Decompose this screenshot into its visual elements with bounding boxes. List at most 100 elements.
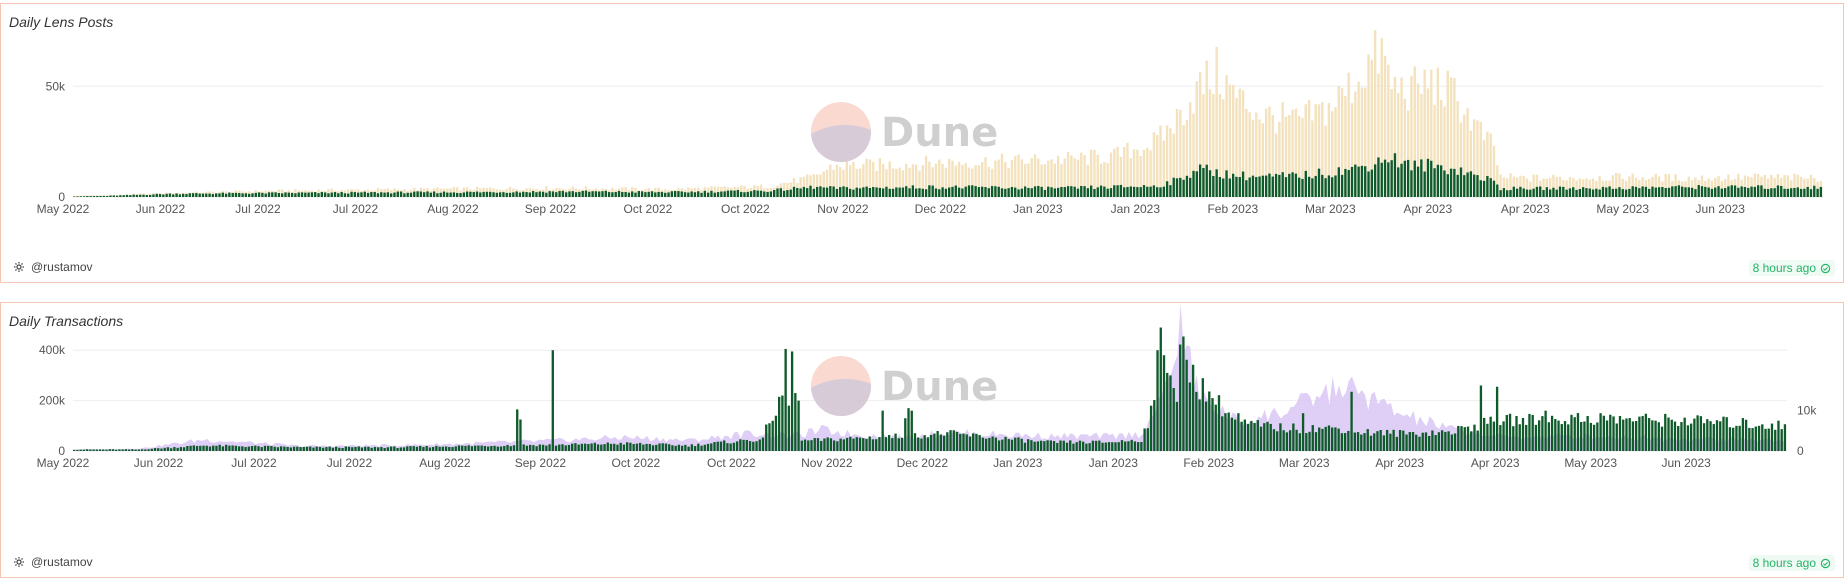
bar	[1324, 426, 1327, 451]
bar	[1314, 175, 1317, 197]
bar	[1717, 186, 1720, 197]
bar	[1284, 116, 1288, 197]
bar	[1159, 125, 1162, 197]
bar	[1098, 440, 1101, 451]
bar	[1459, 167, 1463, 197]
bar	[766, 191, 769, 197]
bar	[786, 182, 789, 197]
bar	[642, 444, 645, 451]
bar	[1601, 186, 1605, 197]
bar	[1486, 423, 1489, 451]
bar	[852, 161, 855, 197]
bar	[1353, 432, 1356, 451]
bar	[218, 444, 221, 451]
bar	[1198, 399, 1201, 451]
bar	[1334, 427, 1337, 451]
bar	[933, 433, 936, 451]
bar	[102, 449, 105, 451]
bar	[650, 191, 654, 197]
bar	[451, 447, 454, 451]
bar	[341, 448, 344, 451]
bar	[654, 192, 657, 197]
bar	[981, 186, 984, 197]
bar	[1298, 115, 1301, 197]
author-link[interactable]: @rustamov	[13, 260, 93, 274]
bar	[800, 440, 803, 451]
bar	[1648, 188, 1651, 197]
bar	[1535, 186, 1539, 197]
bar	[842, 186, 845, 197]
bar	[872, 161, 875, 197]
bar	[815, 186, 819, 197]
bar	[166, 447, 170, 451]
bar	[1331, 427, 1334, 451]
bar	[1192, 170, 1195, 197]
bar	[723, 191, 726, 197]
bar	[1529, 181, 1532, 197]
bar	[1047, 186, 1050, 197]
bar	[1473, 119, 1476, 197]
bar	[1383, 159, 1387, 197]
x-tick-label: Jan 2023	[993, 456, 1043, 470]
bar	[1562, 186, 1565, 197]
bar	[1479, 121, 1482, 197]
bar	[1101, 442, 1104, 451]
bar	[1624, 189, 1628, 197]
bar	[1182, 125, 1185, 197]
bar	[897, 438, 900, 451]
bar	[748, 441, 752, 451]
bar	[1033, 186, 1037, 197]
bar	[144, 449, 147, 451]
bar	[214, 193, 218, 197]
last-updated-badge: 8 hours ago	[1748, 555, 1835, 571]
bar	[924, 155, 928, 197]
bar	[948, 187, 951, 197]
bar	[790, 351, 794, 451]
bar	[891, 438, 894, 451]
bar	[1706, 419, 1709, 451]
bar	[990, 168, 994, 197]
bar	[1499, 174, 1502, 197]
bar	[436, 187, 439, 197]
bar	[1489, 133, 1492, 197]
bar	[1117, 442, 1120, 451]
bar	[396, 448, 399, 451]
bar	[1720, 188, 1724, 197]
bar	[247, 446, 250, 451]
chart-title: Daily Lens Posts	[9, 14, 114, 30]
bar	[273, 446, 276, 451]
dune-logo-shade	[811, 124, 872, 163]
last-updated-badge: 8 hours ago	[1748, 260, 1835, 276]
bar	[1159, 327, 1162, 451]
bar	[918, 170, 921, 197]
bar	[528, 444, 532, 451]
y-tick-label: 400k	[39, 343, 66, 357]
bar	[911, 185, 915, 197]
bar	[1496, 165, 1499, 197]
bar	[1638, 188, 1641, 197]
bar	[1116, 146, 1119, 197]
bar	[934, 163, 938, 197]
bar	[661, 443, 664, 451]
bar	[416, 191, 419, 197]
bar	[868, 159, 872, 197]
bar	[1502, 177, 1506, 197]
bar	[446, 192, 449, 197]
bar	[796, 188, 799, 197]
author-link[interactable]: @rustamov	[13, 555, 93, 569]
bar	[448, 446, 451, 451]
bar	[862, 438, 865, 451]
bar	[1271, 115, 1274, 197]
x-tick-label: Jul 2022	[327, 456, 373, 470]
bar	[1585, 178, 1588, 197]
bar	[1766, 178, 1770, 197]
bar	[603, 444, 606, 451]
bar	[855, 187, 858, 197]
x-tick-label: Jul 2022	[235, 202, 281, 216]
bar	[1266, 421, 1269, 451]
bar	[1027, 187, 1030, 197]
bar	[96, 196, 99, 197]
bar	[928, 161, 931, 197]
bar	[962, 433, 965, 451]
x-tick-label: May 2023	[1564, 456, 1617, 470]
